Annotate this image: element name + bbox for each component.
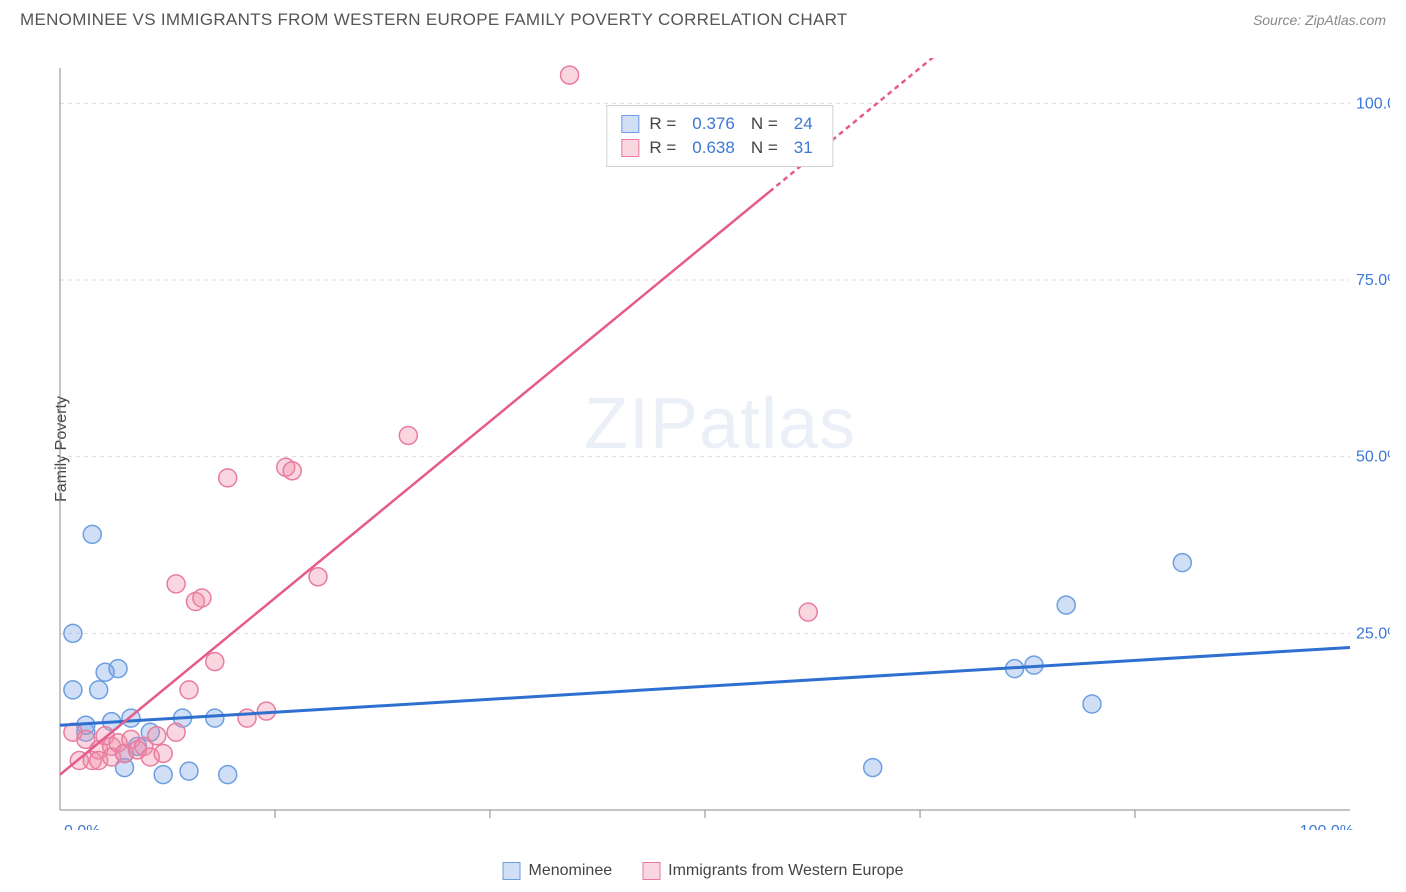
stats-legend-box: R = 0.376 N = 24 R = 0.638 N = 31 [606,105,833,167]
svg-text:100.0%: 100.0% [1300,823,1354,830]
stats-row: R = 0.638 N = 31 [621,136,818,160]
r-value: 0.638 [692,138,735,158]
n-value: 31 [794,138,813,158]
svg-text:75.0%: 75.0% [1356,272,1390,289]
n-label: N = [751,114,778,134]
svg-text:0.0%: 0.0% [64,823,100,830]
stats-row: R = 0.376 N = 24 [621,112,818,136]
series-swatch-icon [621,139,639,157]
svg-text:50.0%: 50.0% [1356,449,1390,466]
r-value: 0.376 [692,114,735,134]
source-label: Source: ZipAtlas.com [1253,12,1386,28]
n-label: N = [751,138,778,158]
n-value: 24 [794,114,813,134]
plot-container: Family Poverty ZIPatlas 25.0%50.0%75.0%1… [50,50,1390,830]
svg-text:25.0%: 25.0% [1356,625,1390,642]
bottom-legend: Menominee Immigrants from Western Europe [503,862,904,880]
series-swatch-icon [503,862,521,880]
svg-text:100.0%: 100.0% [1356,95,1390,112]
legend-item: Immigrants from Western Europe [642,862,903,880]
legend-item: Menominee [503,862,613,880]
legend-label: Immigrants from Western Europe [668,862,903,880]
scatter-chart: 25.0% 50.0% 75.0% 100.0% 0.0% 100.0% [50,50,1390,830]
chart-title: MENOMINEE VS IMMIGRANTS FROM WESTERN EUR… [20,10,848,30]
series-swatch-icon [642,862,660,880]
chart-header: MENOMINEE VS IMMIGRANTS FROM WESTERN EUR… [0,0,1406,30]
series-swatch-icon [621,115,639,133]
r-label: R = [649,138,676,158]
legend-label: Menominee [529,862,613,880]
r-label: R = [649,114,676,134]
